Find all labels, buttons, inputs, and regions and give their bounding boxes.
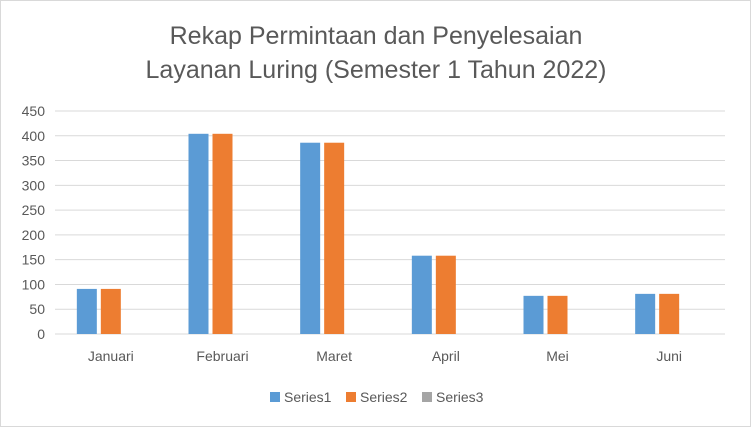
x-category-label: April — [432, 348, 460, 364]
bar-series2-januari — [100, 288, 121, 334]
bar-series1-januari — [76, 288, 97, 334]
y-tick-label: 100 — [22, 276, 46, 292]
y-tick-label: 400 — [22, 128, 46, 144]
bar-series1-mei — [523, 295, 544, 334]
chart-title-line-2: Layanan Luring (Semester 1 Tahun 2022) — [146, 56, 607, 84]
bar-series1-februari — [188, 133, 209, 334]
gridlines — [55, 110, 725, 335]
legend-label-series3: Series3 — [436, 389, 484, 405]
bar-series2-maret — [324, 142, 345, 334]
bars — [76, 133, 680, 334]
legend: Series1 Series2 Series3 — [270, 389, 484, 405]
x-category-label: Mei — [546, 348, 569, 364]
y-tick-label: 250 — [22, 202, 46, 218]
bar-series2-februari — [212, 133, 233, 334]
x-category-label: Februari — [196, 348, 248, 364]
y-tick-label: 150 — [22, 252, 46, 268]
legend-label-series1: Series1 — [284, 389, 332, 405]
x-category-label: Januari — [88, 348, 134, 364]
bar-series1-maret — [300, 142, 321, 334]
y-tick-label: 350 — [22, 153, 46, 169]
y-tick-label: 0 — [37, 326, 45, 342]
legend-swatch-series2 — [346, 392, 356, 402]
y-tick-label: 200 — [22, 227, 46, 243]
bar-series1-april — [411, 255, 432, 334]
x-category-label: Maret — [316, 348, 352, 364]
y-tick-label: 300 — [22, 177, 46, 193]
y-tick-label: 450 — [22, 103, 46, 119]
legend-swatch-series1 — [270, 392, 280, 402]
chart-title-line-1: Rekap Permintaan dan Penyelesaian — [170, 22, 583, 50]
y-tick-label: 50 — [29, 301, 45, 317]
legend-label-series2: Series2 — [360, 389, 408, 405]
bar-series2-april — [435, 255, 456, 334]
bar-series2-juni — [659, 293, 680, 334]
legend-swatch-series3 — [422, 392, 432, 402]
y-axis-ticks: 0 50 100 150 200 250 300 350 400 450 — [22, 103, 46, 342]
x-category-label: Juni — [656, 348, 682, 364]
bar-series1-juni — [635, 293, 656, 334]
x-axis-categories: Januari Februari Maret April Mei Juni — [88, 348, 682, 364]
bar-series2-mei — [547, 295, 568, 334]
